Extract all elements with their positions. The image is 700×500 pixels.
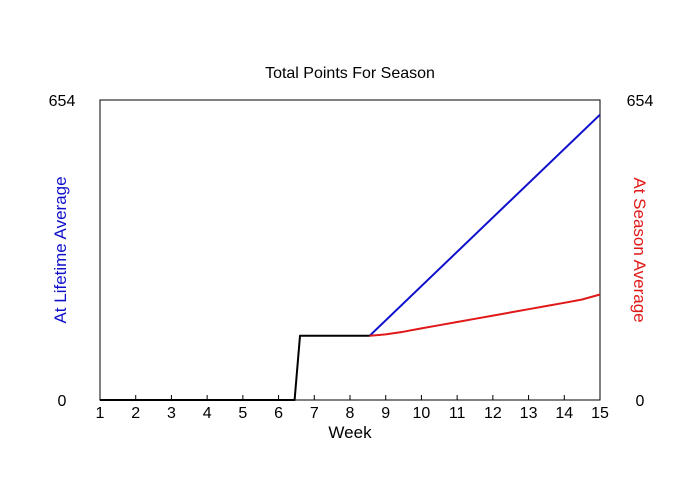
y-axis-label-right: At Season Average: [630, 177, 649, 322]
x-tick-label: 14: [555, 405, 573, 422]
x-axis-label: Week: [328, 423, 372, 442]
y-axis-label-left: At Lifetime Average: [51, 176, 70, 323]
x-tick-label: 11: [449, 405, 466, 422]
series-layer: [100, 113, 601, 401]
x-tick-label: 2: [131, 405, 140, 422]
x-tick-label: 8: [346, 405, 355, 422]
x-tick-label: 13: [520, 405, 538, 422]
y-tick-label-right: 0: [636, 393, 645, 410]
series-line-1: [368, 113, 601, 337]
plot-area: [99, 99, 601, 401]
x-tick-label: 6: [274, 405, 283, 422]
x-tick-label: 3: [167, 405, 176, 422]
chart-title: Total Points For Season: [265, 65, 435, 82]
series-line-0: [100, 334, 370, 401]
y-tick-label-right: 654: [627, 93, 654, 110]
series-line-2: [369, 293, 601, 337]
x-tick-label: 1: [96, 405, 105, 422]
x-tick-label: 10: [413, 405, 431, 422]
x-tick-label: 9: [381, 405, 390, 422]
y-tick-label-left: 0: [58, 393, 67, 410]
x-axis-ticks: 1 2 3 4 5 6 7 8 9 10 11 12 13 14 15: [96, 395, 609, 422]
y-tick-label-left: 654: [49, 93, 76, 110]
x-tick-label: 12: [484, 405, 502, 422]
x-tick-label: 7: [310, 405, 319, 422]
x-tick-label: 15: [591, 405, 609, 422]
y-axis-ticks: 0 654 0 654: [49, 93, 654, 410]
x-tick-label: 5: [238, 405, 247, 422]
x-tick-label: 4: [203, 405, 212, 422]
